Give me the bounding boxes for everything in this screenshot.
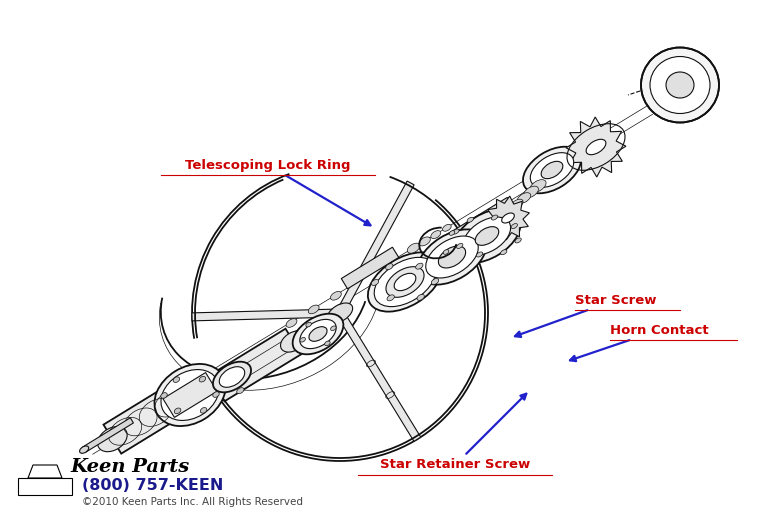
Ellipse shape	[517, 193, 531, 203]
Ellipse shape	[431, 231, 440, 239]
Ellipse shape	[438, 246, 466, 268]
Ellipse shape	[443, 224, 451, 231]
Ellipse shape	[200, 408, 207, 413]
Ellipse shape	[199, 377, 206, 382]
Ellipse shape	[511, 224, 517, 228]
Ellipse shape	[491, 215, 497, 220]
Polygon shape	[163, 372, 217, 418]
Ellipse shape	[416, 263, 423, 269]
Ellipse shape	[641, 48, 719, 122]
Ellipse shape	[330, 326, 336, 330]
Ellipse shape	[386, 264, 393, 270]
Ellipse shape	[524, 186, 538, 198]
Ellipse shape	[523, 147, 581, 193]
Polygon shape	[192, 309, 340, 321]
Ellipse shape	[300, 337, 306, 342]
Polygon shape	[447, 197, 513, 242]
Ellipse shape	[371, 280, 379, 285]
Ellipse shape	[330, 292, 341, 300]
Ellipse shape	[368, 252, 442, 312]
Ellipse shape	[586, 139, 606, 155]
Ellipse shape	[407, 243, 420, 253]
Ellipse shape	[419, 237, 430, 246]
Ellipse shape	[515, 238, 521, 243]
Ellipse shape	[325, 341, 330, 346]
Polygon shape	[341, 247, 399, 289]
Ellipse shape	[213, 362, 251, 392]
Ellipse shape	[280, 331, 306, 352]
Ellipse shape	[387, 295, 394, 301]
Text: Keen Parts: Keen Parts	[70, 458, 189, 476]
Ellipse shape	[286, 319, 297, 327]
Ellipse shape	[374, 257, 436, 307]
Text: Horn Contact: Horn Contact	[570, 324, 708, 361]
Polygon shape	[103, 372, 206, 454]
Ellipse shape	[394, 274, 416, 291]
Ellipse shape	[431, 279, 439, 284]
Ellipse shape	[464, 217, 511, 255]
Ellipse shape	[426, 236, 478, 278]
Text: ©2010 Keen Parts Inc. All Rights Reserved: ©2010 Keen Parts Inc. All Rights Reserve…	[82, 497, 303, 507]
Text: Telescoping Lock Ring: Telescoping Lock Ring	[186, 159, 370, 225]
Ellipse shape	[502, 213, 514, 223]
Ellipse shape	[453, 229, 459, 234]
Text: Star Screw: Star Screw	[515, 294, 657, 337]
Ellipse shape	[530, 180, 546, 192]
Ellipse shape	[500, 250, 507, 255]
Polygon shape	[336, 311, 420, 441]
Ellipse shape	[308, 305, 319, 314]
Ellipse shape	[541, 161, 563, 179]
Ellipse shape	[174, 408, 181, 414]
Ellipse shape	[161, 369, 219, 421]
Ellipse shape	[417, 229, 487, 284]
Ellipse shape	[454, 209, 521, 263]
Ellipse shape	[386, 267, 424, 297]
Ellipse shape	[327, 303, 353, 323]
Ellipse shape	[309, 327, 327, 341]
Ellipse shape	[475, 227, 499, 246]
Text: (800) 757-KEEN: (800) 757-KEEN	[82, 478, 223, 493]
Ellipse shape	[236, 387, 244, 394]
Ellipse shape	[155, 364, 226, 426]
Ellipse shape	[417, 294, 424, 300]
Ellipse shape	[173, 377, 179, 382]
Ellipse shape	[98, 426, 127, 452]
Ellipse shape	[204, 378, 229, 399]
Ellipse shape	[650, 56, 710, 113]
Ellipse shape	[511, 199, 523, 209]
Ellipse shape	[219, 367, 245, 387]
Polygon shape	[209, 329, 301, 401]
Ellipse shape	[531, 153, 574, 188]
Ellipse shape	[467, 217, 474, 222]
Polygon shape	[336, 181, 414, 315]
Ellipse shape	[457, 243, 463, 249]
Ellipse shape	[306, 322, 311, 327]
Polygon shape	[82, 418, 133, 452]
Ellipse shape	[293, 314, 343, 354]
Ellipse shape	[444, 250, 449, 254]
Ellipse shape	[449, 231, 455, 235]
Ellipse shape	[213, 392, 219, 397]
Text: Star Retainer Screw: Star Retainer Screw	[380, 394, 530, 471]
Ellipse shape	[300, 320, 336, 349]
Ellipse shape	[477, 252, 483, 257]
Polygon shape	[566, 117, 626, 177]
Ellipse shape	[79, 446, 89, 453]
Ellipse shape	[161, 393, 167, 398]
Polygon shape	[487, 196, 530, 240]
Ellipse shape	[666, 72, 694, 98]
